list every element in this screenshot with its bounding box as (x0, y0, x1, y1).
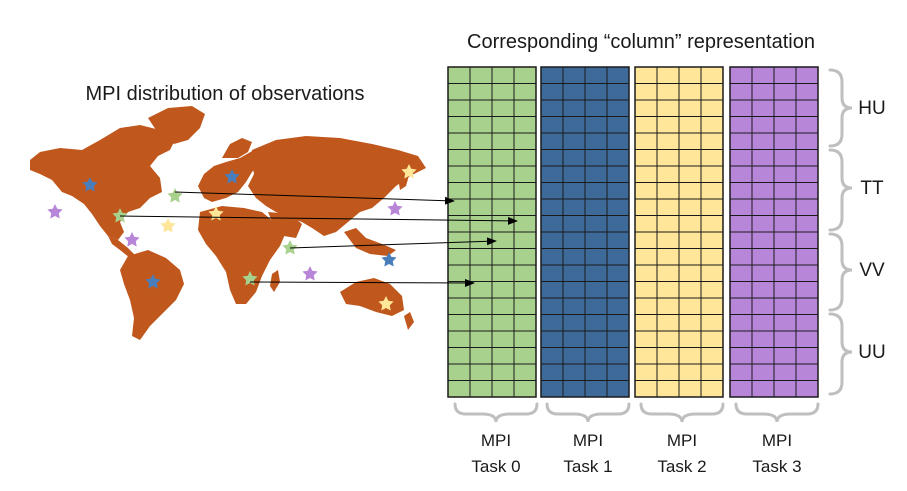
star-yellow (378, 296, 394, 311)
task-3-line1: MPI (762, 431, 792, 450)
australia (340, 278, 404, 316)
variable-label-hu: HU (858, 98, 885, 119)
world-map (30, 106, 426, 340)
task-column-3 (729, 66, 819, 398)
brace-task-2 (639, 402, 725, 423)
star-blue (145, 274, 161, 289)
mapping-arrows (119, 191, 518, 287)
scandinavia (222, 138, 252, 158)
task-2-line1: MPI (667, 431, 697, 450)
arrow (119, 215, 518, 225)
central-america (108, 236, 136, 258)
star-green (282, 240, 298, 255)
task-labels: MPI Task 0 MPI Task 1 MPI Task 2 MPI Tas… (471, 431, 801, 476)
arrow (289, 237, 497, 249)
star-blue (381, 252, 397, 267)
task-2-line2: Task 2 (657, 457, 706, 476)
task-3-line2: Task 3 (752, 457, 801, 476)
brace-vv (828, 232, 853, 312)
southeast-asia (344, 228, 396, 256)
star-yellow (160, 218, 176, 233)
task-columns (447, 66, 819, 398)
task-0-line2: Task 0 (471, 457, 520, 476)
task-0-line1: MPI (481, 431, 511, 450)
star-purple (124, 232, 140, 247)
variable-label-tt: TT (860, 178, 884, 199)
brace-tt (828, 148, 853, 232)
task-column-2 (634, 66, 724, 398)
star-purple (47, 204, 63, 219)
north-america (30, 125, 175, 240)
new-zealand (404, 312, 414, 330)
star-purple (302, 266, 318, 281)
variable-braces (828, 68, 853, 396)
asia (248, 136, 426, 236)
arrow (174, 191, 455, 205)
brace-task-3 (734, 402, 820, 423)
madagascar (270, 270, 280, 292)
variable-labels: HU TT VV UU (858, 98, 885, 363)
star-yellow (401, 164, 417, 179)
brace-hu (828, 68, 853, 148)
task-1-line2: Task 1 (563, 457, 612, 476)
variable-label-uu: UU (858, 342, 885, 363)
star-green (167, 188, 183, 203)
brace-uu (828, 312, 853, 396)
map-title: MPI distribution of observations (85, 83, 364, 105)
columns-title: Corresponding “column” representation (467, 31, 815, 53)
star-purple (387, 201, 403, 216)
star-blue (82, 177, 98, 192)
arrow (249, 278, 475, 287)
variable-label-vv: VV (859, 260, 885, 281)
star-green (112, 208, 128, 223)
star-blue (224, 169, 240, 184)
south-america (120, 250, 184, 340)
brace-task-1 (545, 402, 631, 423)
task-braces (453, 402, 820, 423)
greenland (148, 106, 205, 144)
africa (198, 206, 286, 304)
brace-task-0 (453, 402, 539, 423)
task-1-line1: MPI (573, 431, 603, 450)
task-column-0 (447, 66, 537, 398)
task-column-1 (540, 66, 630, 398)
